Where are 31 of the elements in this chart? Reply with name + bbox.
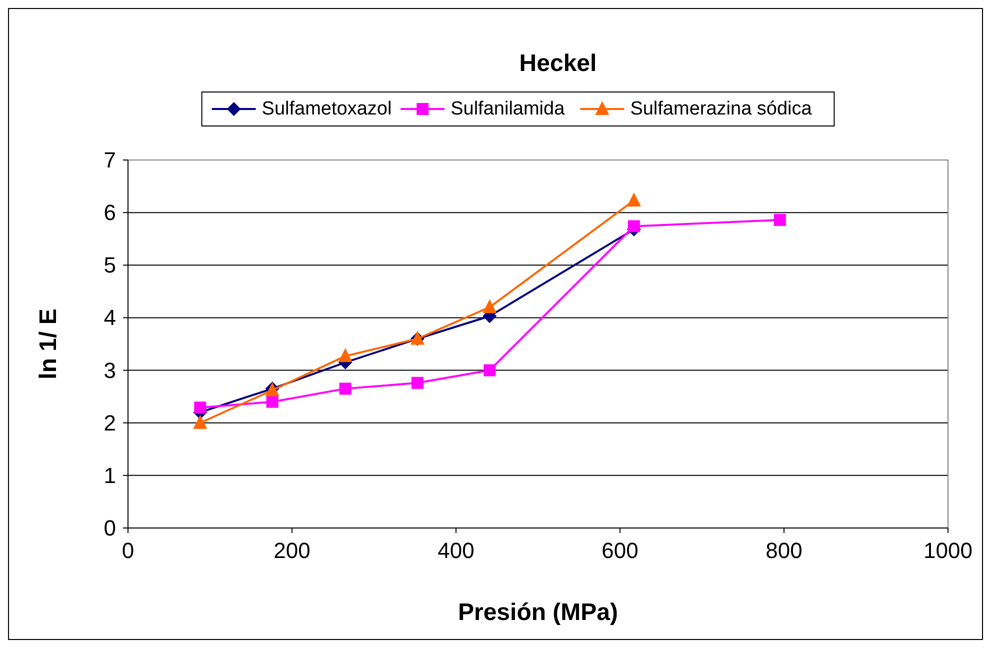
point xyxy=(411,376,424,389)
x-tick-label: 200 xyxy=(274,538,310,563)
point xyxy=(628,220,640,232)
point xyxy=(484,364,496,376)
y-tick-label: 2 xyxy=(104,410,116,436)
chart-title: Heckel xyxy=(519,50,597,77)
point xyxy=(194,402,206,414)
y-tick-label: 1 xyxy=(104,462,116,488)
y-tick-label: 7 xyxy=(104,148,116,172)
y-tick-label: 0 xyxy=(104,516,116,540)
x-tick-label: 0 xyxy=(122,538,134,563)
legend-label: Sulfamerazina sódica xyxy=(630,98,812,120)
x-tick-label: 1000 xyxy=(924,538,972,563)
point xyxy=(482,299,497,314)
legend-label: Sulfanilamida xyxy=(450,98,566,120)
y-axis-title: ln 1/ E xyxy=(35,308,62,380)
x-axis-title: Presión (MPa) xyxy=(458,599,618,626)
y-tick-label: 3 xyxy=(104,358,116,383)
point xyxy=(338,348,352,362)
point xyxy=(339,382,352,395)
y-tick-label: 5 xyxy=(104,252,116,278)
point xyxy=(626,192,641,206)
point xyxy=(774,214,786,226)
point xyxy=(266,396,278,408)
y-tick-label: 4 xyxy=(104,305,116,330)
point xyxy=(193,414,208,429)
legend-label: Sulfametoxazol xyxy=(262,98,392,120)
x-tick-label: 800 xyxy=(766,538,802,563)
x-tick-label: 600 xyxy=(602,538,638,563)
y-tick-label: 6 xyxy=(104,200,116,226)
x-tick-label: 400 xyxy=(438,538,474,563)
